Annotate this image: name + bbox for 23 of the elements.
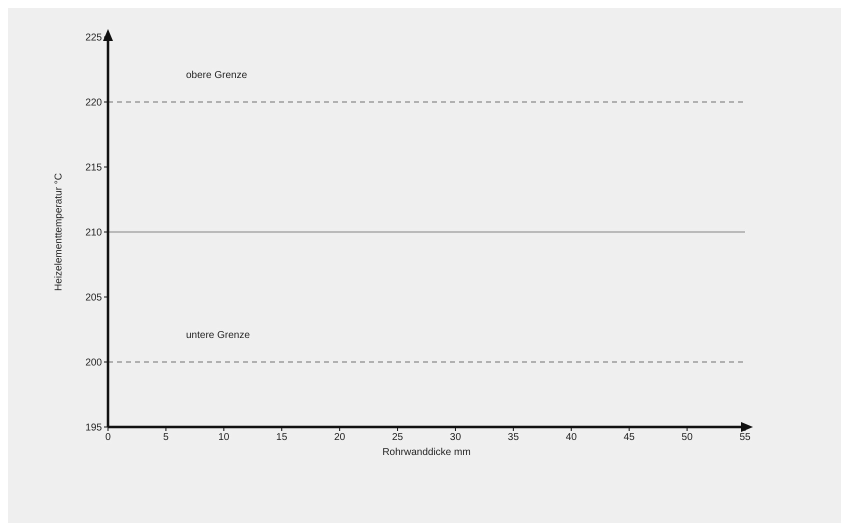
x-tick-label: 40 [566,432,578,444]
x-tick-label: 20 [334,432,346,444]
x-tick-label: 50 [682,432,694,444]
y-tick-label: 195 [85,422,102,434]
x-tick-label: 10 [218,432,230,444]
x-tick-label: 5 [163,432,170,444]
y-tick-label: 205 [85,292,102,304]
y-tick-label: 215 [85,162,102,174]
ref-line-label: obere Grenze [186,70,248,81]
x-tick-label: 35 [508,432,520,444]
x-tick-label: 55 [739,432,751,444]
x-tick-label: 0 [105,432,112,444]
x-tick-label: 15 [276,432,288,444]
y-tick-label: 225 [85,32,102,44]
x-tick-label: 30 [450,432,462,444]
y-tick-label: 220 [85,98,102,109]
y-axis-title: Heizelementtemperatur °C [54,173,65,291]
x-tick-label: 25 [392,432,404,444]
x-axis-title: Rohrwanddicke mm [382,447,471,458]
y-tick-label: 200 [85,358,102,369]
ref-line-label: untere Grenze [186,330,250,341]
x-tick-label: 45 [624,432,636,444]
y-tick-label: 210 [85,228,102,239]
